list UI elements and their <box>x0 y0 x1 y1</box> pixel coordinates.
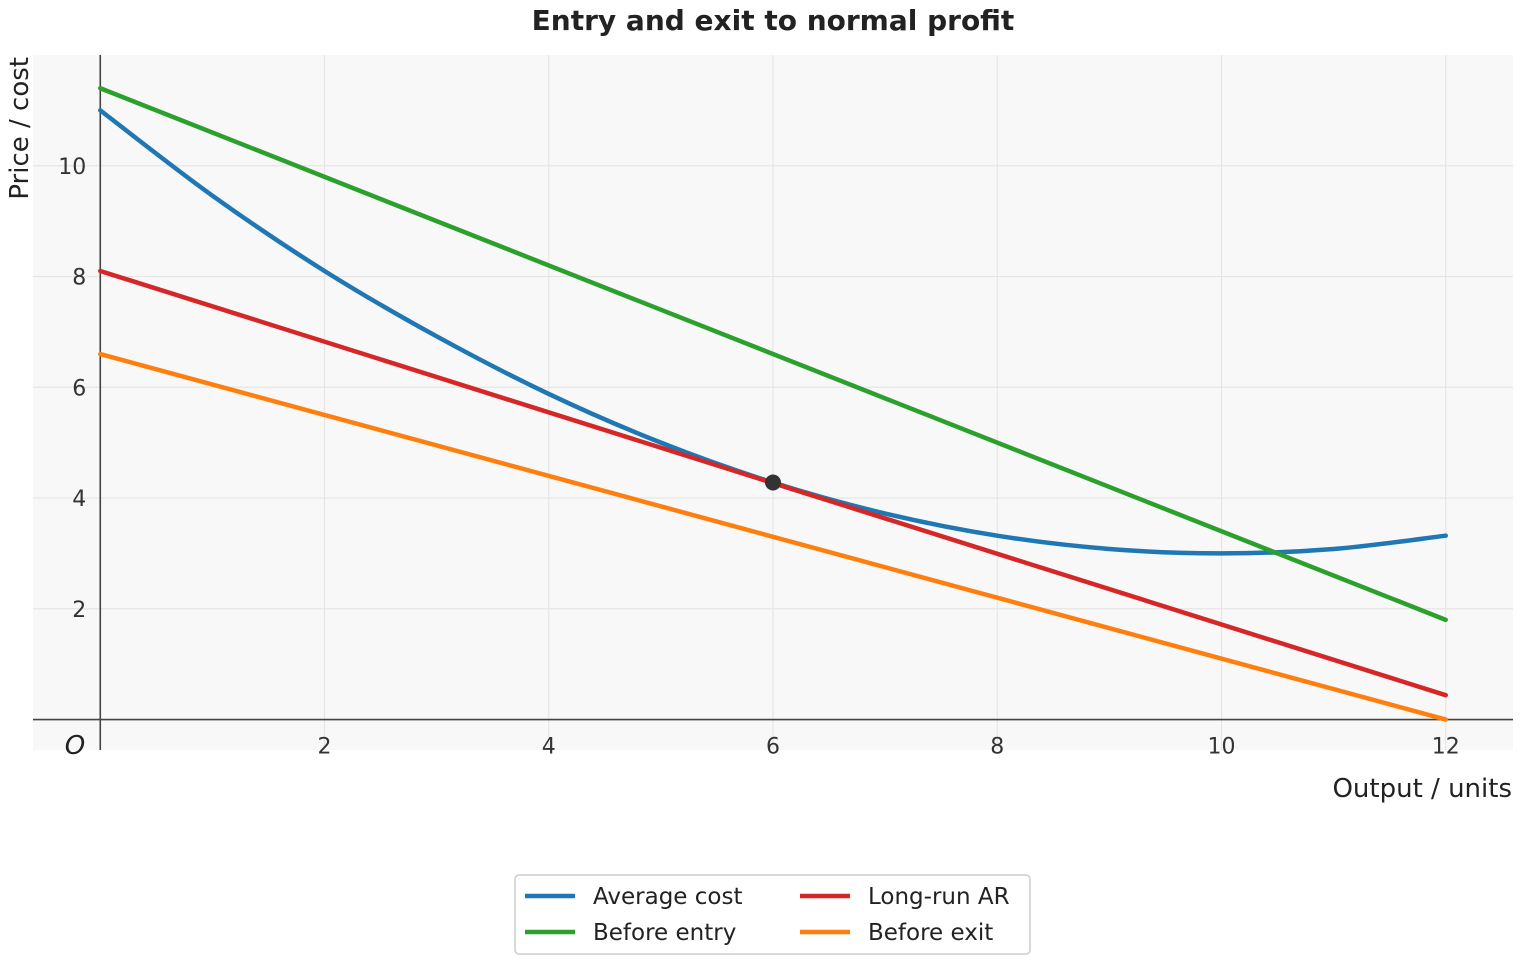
y-tick-label: 6 <box>72 376 86 401</box>
origin-label: O <box>65 731 85 761</box>
y-tick-label: 8 <box>72 266 86 291</box>
x-tick-label: 4 <box>542 735 556 760</box>
tick-labels: 2 4 6 8 10 12 2 4 6 8 10 <box>58 155 1459 760</box>
legend-label-before-exit: Before exit <box>868 920 993 946</box>
x-tick-label: 10 <box>1207 735 1235 760</box>
legend-label-average-cost: Average cost <box>593 884 742 910</box>
series-group <box>98 85 1448 722</box>
y-axis-label: Price / cost <box>5 57 35 200</box>
tangency-point <box>765 474 781 491</box>
legend: Average cost Before entry Long-run AR Befor… <box>514 874 1031 955</box>
y-tick-label: 2 <box>72 598 86 623</box>
x-tick-label: 6 <box>766 735 780 760</box>
x-axis-label: Output / units <box>1332 774 1512 804</box>
x-tick-label: 2 <box>318 735 332 760</box>
grid <box>33 55 1513 750</box>
legend-box <box>514 874 1031 955</box>
y-tick-label: 4 <box>72 487 86 512</box>
x-tick-label: 12 <box>1432 735 1460 760</box>
y-tick-label: 10 <box>58 155 86 180</box>
series-line-before-exit <box>98 351 1448 722</box>
x-tick-label: 8 <box>990 735 1004 760</box>
chart-title: Entry and exit to normal profit <box>532 4 1015 37</box>
series-line-before-entry <box>98 85 1448 623</box>
points-group <box>765 474 781 491</box>
axes <box>33 55 1513 750</box>
legend-label-long-run-ar: Long-run AR <box>868 884 1010 910</box>
legend-label-before-entry: Before entry <box>593 920 736 946</box>
